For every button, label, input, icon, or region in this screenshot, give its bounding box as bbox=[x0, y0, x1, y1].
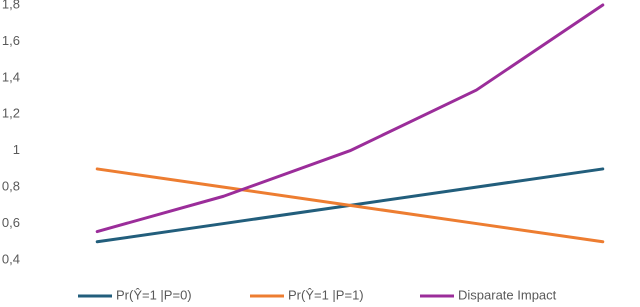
legend-label: Pr(Ŷ=1 |P=1) bbox=[288, 287, 364, 302]
y-tick-label: 1 bbox=[13, 142, 20, 157]
y-tick-label: 1,4 bbox=[2, 69, 20, 84]
series-line bbox=[95, 3, 605, 234]
y-tick-label: 0,4 bbox=[2, 251, 20, 266]
y-tick-label: 1,8 bbox=[2, 0, 20, 11]
legend-label: Disparate Impact bbox=[458, 287, 557, 302]
series-line bbox=[95, 167, 605, 244]
y-tick-label: 0,6 bbox=[2, 215, 20, 230]
y-tick-label: 1,6 bbox=[2, 33, 20, 48]
y-tick-label: 0,8 bbox=[2, 179, 20, 194]
y-tick-label: 1,2 bbox=[2, 106, 20, 121]
legend-label: Pr(Ŷ=1 |P=0) bbox=[116, 287, 192, 302]
